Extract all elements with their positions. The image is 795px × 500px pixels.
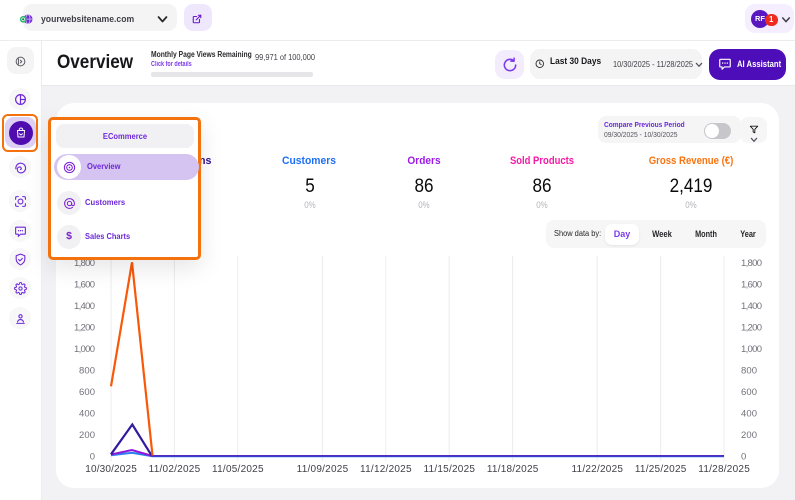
svg-text:1,600: 1,600 bbox=[74, 280, 95, 291]
svg-text:1,400: 1,400 bbox=[74, 301, 95, 312]
svg-text:11/09/2025: 11/09/2025 bbox=[297, 464, 349, 475]
svg-text:11/22/2025: 11/22/2025 bbox=[571, 464, 623, 475]
svg-text:11/02/2025: 11/02/2025 bbox=[149, 464, 201, 475]
svg-text:1,200: 1,200 bbox=[74, 323, 95, 334]
svg-text:11/28/2025: 11/28/2025 bbox=[698, 464, 750, 475]
svg-text:600: 600 bbox=[741, 387, 757, 398]
svg-text:11/12/2025: 11/12/2025 bbox=[360, 464, 412, 475]
svg-text:1,600: 1,600 bbox=[741, 280, 762, 291]
svg-text:0: 0 bbox=[741, 452, 746, 463]
svg-text:400: 400 bbox=[79, 409, 95, 420]
svg-text:1,800: 1,800 bbox=[741, 258, 762, 269]
svg-text:800: 800 bbox=[79, 366, 95, 377]
svg-text:1,200: 1,200 bbox=[741, 323, 762, 334]
svg-text:10/30/2025: 10/30/2025 bbox=[85, 464, 137, 475]
svg-text:1,400: 1,400 bbox=[741, 301, 762, 312]
svg-text:200: 200 bbox=[79, 430, 95, 441]
svg-text:600: 600 bbox=[79, 387, 95, 398]
svg-text:1,000: 1,000 bbox=[74, 344, 95, 355]
svg-text:11/05/2025: 11/05/2025 bbox=[212, 464, 264, 475]
svg-text:200: 200 bbox=[741, 430, 757, 441]
svg-text:400: 400 bbox=[741, 409, 757, 420]
svg-text:11/25/2025: 11/25/2025 bbox=[635, 464, 687, 475]
svg-text:1,000: 1,000 bbox=[741, 344, 762, 355]
svg-text:11/18/2025: 11/18/2025 bbox=[487, 464, 539, 475]
svg-text:800: 800 bbox=[741, 366, 757, 377]
svg-text:0: 0 bbox=[90, 452, 95, 463]
svg-text:1,800: 1,800 bbox=[74, 258, 95, 269]
svg-text:11/15/2025: 11/15/2025 bbox=[423, 464, 475, 475]
